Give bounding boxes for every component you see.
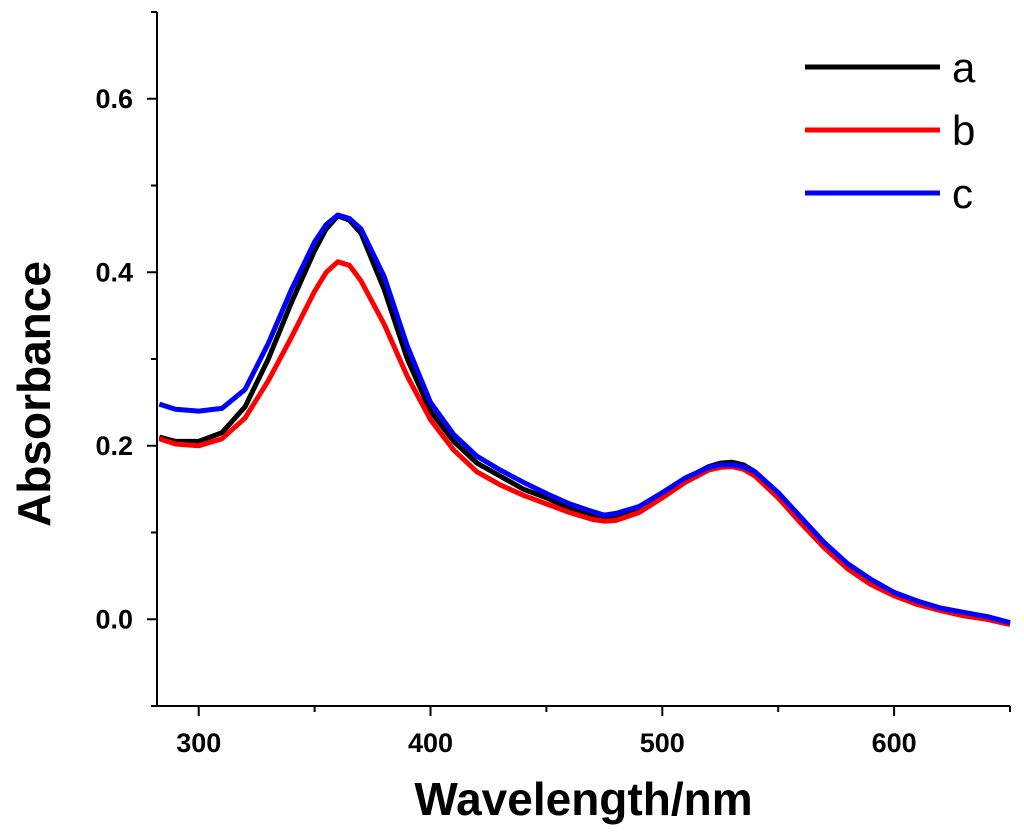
legend-label-b: b [952,107,975,154]
axes: 0.0 0.2 0.4 0.6 300 400 500 600 [95,11,1011,758]
y-tick-label: 0.4 [95,257,133,287]
x-tick-label: 600 [872,728,917,758]
series-line-a [158,213,1011,626]
y-axis-title: Absorbance [8,261,60,527]
legend: abc [805,44,976,217]
series-line-c [158,212,1011,626]
y-tick-label: 0.2 [95,431,133,461]
x-tick-label: 500 [640,728,685,758]
x-tick-label: 400 [408,728,453,758]
x-tick-label: 300 [176,728,221,758]
y-ticks: 0.0 0.2 0.4 0.6 [95,11,157,707]
x-ticks: 300 400 500 600 [176,706,1011,758]
legend-label-c: c [952,170,973,217]
x-axis-title: Wavelength/nm [414,773,752,825]
series-layer [158,212,1011,627]
y-tick-label: 0.0 [95,604,133,634]
series-line-b [158,259,1011,627]
y-tick-label: 0.6 [95,84,133,114]
legend-label-a: a [952,44,976,91]
